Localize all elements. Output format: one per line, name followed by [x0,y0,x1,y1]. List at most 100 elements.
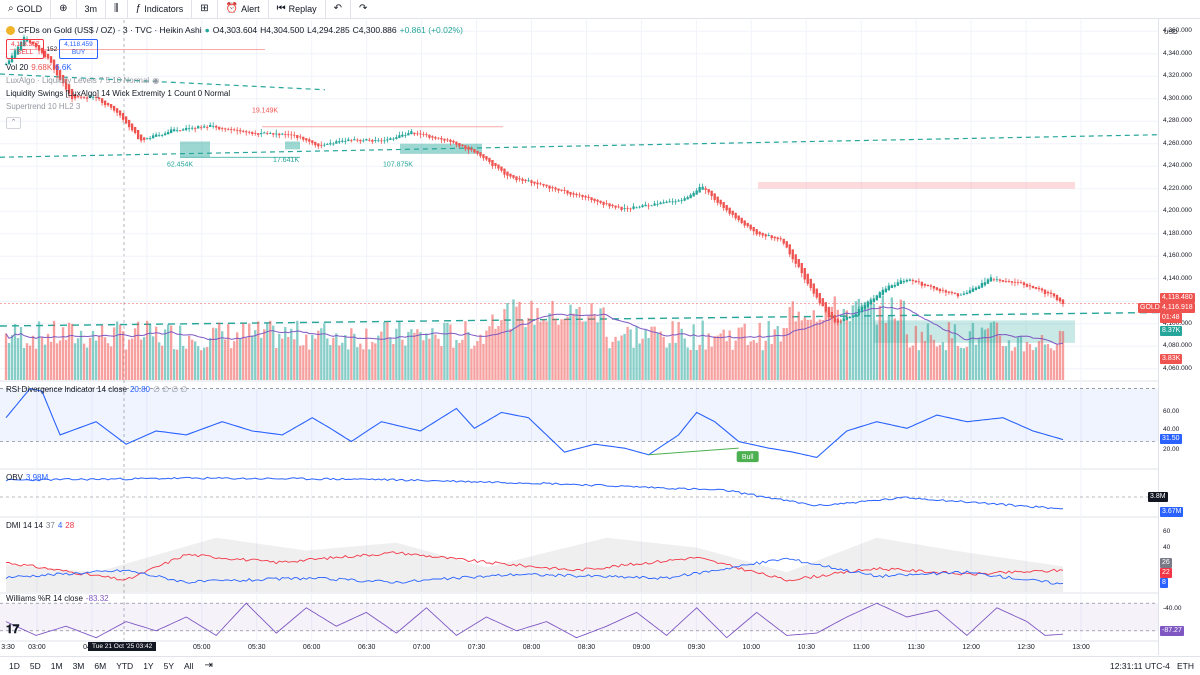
volume-bar [587,316,590,380]
compare-button[interactable]: ⊕ [51,0,77,18]
crosshair-time-label: Tue 21 Oct '25 03:42 [88,642,157,651]
candle-body [581,194,584,198]
candle-body [25,38,29,42]
candle-body [212,125,215,127]
volume-bar [845,310,848,380]
candle-body [377,140,380,142]
candle-body [191,127,194,129]
clock[interactable]: 12:31:11 UTC-4 ETH [1110,661,1194,671]
volume-bar [157,342,161,380]
symbol-search-button[interactable]: ⌕ GOLD [0,0,52,18]
candle-body [344,140,347,142]
time-tick-label: 06:00 [302,644,321,651]
volume-bar [719,333,722,380]
candle-body [1019,282,1023,284]
volume-bar [28,345,32,380]
candle-body [704,188,707,190]
rsi-legend[interactable]: RSI Divergence Indicator 14 close 20.80 … [6,385,188,394]
candle-body [251,132,254,134]
collapse-legend-button[interactable]: ⌃ [6,117,21,129]
volume-bar [383,322,386,380]
time-tick-label: 06:30 [357,644,376,651]
candle-body [884,288,888,293]
volume-bar [689,349,692,380]
chart-area[interactable]: 19.149K 62.454K 17.641K 107.875K Bull [0,19,1158,655]
candle-body [16,46,20,55]
time-tick-label: 10:00 [742,644,761,651]
wr-line [5,602,1064,639]
gold-tag: GOLD [1138,303,1162,313]
buy-button[interactable]: 4,118.459 BUY [59,39,98,59]
rsi-bull-badge [736,451,759,463]
volume-bar [716,335,719,380]
eye-icon[interactable]: ◉ [152,76,160,85]
range-button-ytd[interactable]: YTD [116,661,134,671]
volume-bar [254,330,257,380]
dmi-value-2: 4 [57,521,63,530]
williams-legend[interactable]: Williams %R 14 close -83.32 [6,594,109,603]
layouts-button[interactable]: ⊞ [192,0,218,18]
candle-body [773,236,776,239]
sell-button[interactable]: 4,118.307 SELL [6,39,45,59]
candle-body [350,140,353,142]
chart-type-button[interactable]: ⫼ [106,0,128,18]
candle-body [58,70,62,80]
range-button-5y[interactable]: 5Y [163,661,174,671]
interval-button[interactable]: 3m [77,0,107,18]
luxalgo-levels-legend[interactable]: LuxAlgo · Liquidity Levels 7 5 10 Normal… [6,76,159,85]
candle-body [181,129,185,131]
undo-button[interactable]: ↶ [326,0,351,18]
candle-body [40,47,44,54]
range-button-6m[interactable]: 6M [94,661,107,671]
obv-legend[interactable]: OBV 3.98M [6,473,48,482]
volume-bar [269,320,272,380]
liquidity-swings-legend[interactable]: Liquidity Swings [LuxAlgo] 14 Wick Extre… [6,89,230,98]
volume-legend[interactable]: Vol 20 9.68K 6.6K [6,63,72,72]
volume-bar [425,333,428,380]
volume-bar [142,337,146,380]
range-button-5d[interactable]: 5D [29,661,41,671]
volume-bar [245,337,248,380]
volume-bar [827,309,830,380]
chart-title: CFDs on Gold (US$ / OZ) · 3 · TVC · Heik… [18,25,202,35]
volume-bar [740,327,743,380]
swing-box-2 [285,141,300,150]
tradingview-logo-icon: 𝟏𝟕 [6,622,20,636]
candle-body [359,139,362,142]
range-button-1y[interactable]: 1Y [143,661,154,671]
range-button-1m[interactable]: 1M [50,661,63,671]
candle-body [446,139,449,141]
volume-bar [350,328,353,380]
candle-body [335,141,338,144]
candle-body [34,42,38,48]
volume-bar [314,338,317,380]
range-button-1d[interactable]: 1D [9,661,20,671]
volume-bar [347,349,350,380]
range-button-all[interactable]: All [184,661,194,671]
indicators-button[interactable]: ƒ Indicators [128,0,193,18]
volume-bar [692,324,695,380]
alert-button[interactable]: ⏰ Alert [218,0,269,18]
range-button-3m[interactable]: 3M [72,661,85,671]
candle-body [998,279,1002,281]
symbol-label: GOLD [16,4,43,14]
candle-body [197,126,200,129]
candle-body [338,141,341,143]
tradingview-logo[interactable]: 𝟏𝟕 [6,622,19,637]
volume-bar [263,329,266,380]
volume-bar [563,319,566,380]
candle-body [899,280,903,285]
replay-button[interactable]: ⏮ Replay [269,0,326,18]
volume-bar [983,329,987,380]
time-tick-label: 07:00 [412,644,431,651]
dmi-legend[interactable]: DMI 14 14 37 4 28 [6,521,74,530]
redo-button[interactable]: ↷ [351,0,375,18]
price-axis[interactable]: USD [1158,19,1200,655]
calendar-range-icon[interactable]: ⇥ [204,660,213,671]
time-tick-label: 03:00 [28,644,46,651]
volume-bar [224,339,227,380]
supertrend-legend[interactable]: Supertrend 10 HL2 3 [6,102,80,111]
volume-bar [881,295,885,380]
candle-body [200,127,203,129]
volume-bar [368,349,371,380]
